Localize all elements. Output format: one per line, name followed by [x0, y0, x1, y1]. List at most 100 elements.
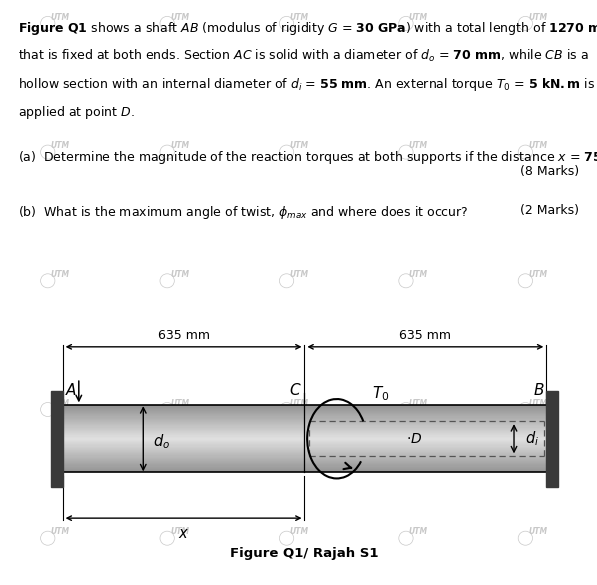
- Bar: [63, 460, 546, 461]
- Text: Figure Q1/ Rajah S1: Figure Q1/ Rajah S1: [230, 548, 378, 560]
- Bar: [63, 432, 546, 433]
- Bar: [63, 452, 546, 453]
- Text: $d_i$: $d_i$: [525, 429, 539, 448]
- Text: UTM: UTM: [51, 13, 70, 22]
- Bar: [63, 462, 546, 463]
- Text: UTM: UTM: [409, 399, 428, 408]
- Bar: [63, 467, 546, 469]
- Bar: [63, 434, 546, 435]
- Bar: [63, 424, 546, 425]
- Bar: [63, 407, 546, 408]
- Bar: [63, 413, 546, 414]
- Text: UTM: UTM: [170, 270, 189, 279]
- Bar: [63, 418, 546, 419]
- Text: UTM: UTM: [170, 142, 189, 150]
- Bar: [63, 414, 546, 415]
- Text: hollow section with an internal diameter of $\it{d}_i$ = $\bf{55\ mm}$. An exter: hollow section with an internal diameter…: [18, 76, 595, 93]
- Text: UTM: UTM: [290, 399, 309, 408]
- Bar: [63, 411, 546, 412]
- Text: UTM: UTM: [290, 13, 309, 22]
- Text: UTM: UTM: [51, 528, 70, 536]
- Bar: [63, 446, 546, 448]
- Text: B: B: [534, 383, 544, 398]
- Text: $\bf{Figure\ Q1}$ shows a shaft $\it{AB}$ (modulus of rigidity $\it{G}$ = $\bf{3: $\bf{Figure\ Q1}$ shows a shaft $\it{AB}…: [18, 20, 597, 37]
- Text: UTM: UTM: [409, 13, 428, 22]
- Bar: [63, 426, 546, 428]
- Text: C: C: [290, 383, 300, 398]
- Bar: [63, 445, 546, 446]
- Text: UTM: UTM: [409, 528, 428, 536]
- Text: UTM: UTM: [170, 528, 189, 536]
- Bar: [63, 455, 546, 456]
- Text: (b)  What is the maximum angle of twist, $\phi_{max}$ and where does it occur?: (b) What is the maximum angle of twist, …: [18, 204, 469, 221]
- Bar: [63, 429, 546, 430]
- Bar: [63, 417, 546, 418]
- Text: UTM: UTM: [528, 270, 547, 279]
- Text: $T_0$: $T_0$: [371, 384, 389, 403]
- Bar: [63, 444, 546, 445]
- Bar: [63, 469, 546, 470]
- Text: UTM: UTM: [409, 270, 428, 279]
- Text: UTM: UTM: [51, 142, 70, 150]
- Text: $x$: $x$: [178, 526, 189, 541]
- Text: UTM: UTM: [528, 399, 547, 408]
- Bar: [63, 430, 546, 431]
- Bar: [63, 449, 546, 450]
- Text: UTM: UTM: [290, 528, 309, 536]
- Bar: [63, 415, 546, 417]
- Bar: [63, 471, 546, 472]
- Bar: [63, 412, 546, 413]
- Bar: [63, 439, 546, 440]
- Text: 635 mm: 635 mm: [158, 329, 210, 342]
- Bar: [63, 466, 546, 467]
- Bar: [63, 443, 546, 445]
- Text: UTM: UTM: [290, 270, 309, 279]
- Text: UTM: UTM: [51, 270, 70, 279]
- Text: applied at point $\it{D}$.: applied at point $\it{D}$.: [18, 104, 135, 121]
- Bar: [63, 408, 546, 409]
- Bar: [63, 459, 546, 460]
- Bar: [51, 391, 63, 487]
- Text: UTM: UTM: [51, 399, 70, 408]
- Text: UTM: UTM: [528, 13, 547, 22]
- Bar: [63, 419, 546, 421]
- Bar: [546, 391, 558, 487]
- Bar: [63, 405, 546, 407]
- Bar: [63, 408, 546, 410]
- Text: that is fixed at both ends. Section $\it{AC}$ is solid with a diameter of $\it{d: that is fixed at both ends. Section $\it…: [18, 48, 589, 64]
- Bar: [63, 419, 546, 420]
- Text: (2 Marks): (2 Marks): [520, 204, 579, 216]
- Text: UTM: UTM: [528, 528, 547, 536]
- Text: UTM: UTM: [290, 142, 309, 150]
- Bar: [63, 425, 546, 426]
- Bar: [63, 422, 546, 423]
- Bar: [63, 461, 546, 462]
- Bar: [63, 451, 546, 452]
- Bar: [63, 410, 546, 411]
- Text: UTM: UTM: [528, 142, 547, 150]
- Bar: [63, 441, 546, 442]
- Bar: [63, 466, 546, 468]
- Bar: [63, 435, 546, 436]
- Bar: [63, 431, 546, 432]
- Text: UTM: UTM: [170, 399, 189, 408]
- Bar: [63, 450, 546, 451]
- Bar: [63, 428, 546, 429]
- Text: (8 Marks): (8 Marks): [520, 164, 579, 178]
- Bar: [63, 463, 546, 464]
- Bar: [63, 433, 546, 434]
- Text: $\cdot D$: $\cdot D$: [407, 432, 423, 446]
- Bar: [63, 455, 546, 456]
- Bar: [63, 438, 546, 439]
- Text: (a)  Determine the magnitude of the reaction torques at both supports if the dis: (a) Determine the magnitude of the react…: [18, 149, 597, 166]
- Text: $d_o$: $d_o$: [153, 433, 170, 452]
- Bar: [63, 456, 546, 457]
- Bar: [63, 448, 546, 449]
- Bar: [63, 442, 546, 443]
- Text: A: A: [66, 383, 76, 398]
- Bar: [63, 421, 546, 422]
- Bar: [63, 423, 546, 424]
- Bar: [63, 464, 546, 466]
- Text: UTM: UTM: [170, 13, 189, 22]
- Text: 635 mm: 635 mm: [399, 329, 451, 342]
